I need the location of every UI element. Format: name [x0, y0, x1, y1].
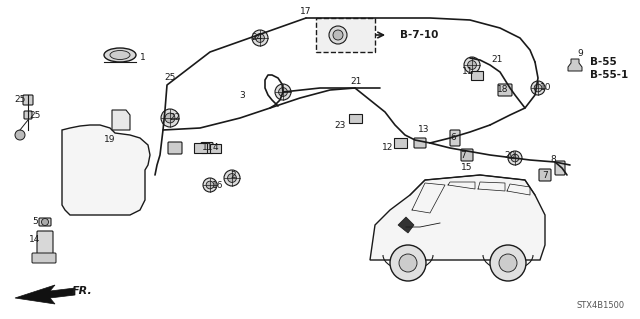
- Polygon shape: [370, 175, 545, 260]
- FancyBboxPatch shape: [461, 149, 473, 161]
- Text: 23: 23: [334, 121, 346, 130]
- Circle shape: [42, 219, 49, 226]
- Text: 25: 25: [29, 110, 41, 120]
- Circle shape: [508, 151, 522, 165]
- FancyBboxPatch shape: [37, 231, 53, 257]
- FancyBboxPatch shape: [39, 218, 51, 226]
- Text: 13: 13: [419, 125, 429, 135]
- Text: 21: 21: [350, 78, 362, 86]
- Text: 3: 3: [239, 91, 245, 100]
- Circle shape: [161, 109, 179, 127]
- FancyBboxPatch shape: [450, 130, 460, 146]
- Text: 7: 7: [542, 170, 548, 180]
- Circle shape: [464, 57, 480, 73]
- Circle shape: [490, 245, 526, 281]
- Text: 16: 16: [212, 181, 224, 189]
- FancyBboxPatch shape: [414, 138, 426, 148]
- FancyBboxPatch shape: [349, 114, 362, 122]
- Polygon shape: [398, 217, 414, 233]
- Circle shape: [165, 113, 175, 123]
- Text: STX4B1500: STX4B1500: [577, 301, 625, 310]
- Text: 2: 2: [230, 170, 236, 180]
- Text: 20: 20: [504, 151, 516, 160]
- Text: 6: 6: [450, 133, 456, 143]
- Circle shape: [252, 30, 268, 46]
- Circle shape: [390, 245, 426, 281]
- Circle shape: [399, 254, 417, 272]
- Text: B-55-1: B-55-1: [590, 70, 628, 80]
- Circle shape: [468, 61, 476, 70]
- Circle shape: [224, 170, 240, 186]
- Text: 11: 11: [202, 144, 214, 152]
- FancyBboxPatch shape: [23, 95, 33, 105]
- FancyBboxPatch shape: [168, 142, 182, 154]
- Text: 5: 5: [32, 218, 38, 226]
- Text: 1: 1: [140, 54, 146, 63]
- FancyBboxPatch shape: [32, 253, 56, 263]
- FancyBboxPatch shape: [539, 169, 551, 181]
- Circle shape: [511, 154, 519, 162]
- Circle shape: [206, 181, 214, 189]
- Text: 12: 12: [382, 144, 394, 152]
- FancyBboxPatch shape: [394, 138, 406, 148]
- FancyBboxPatch shape: [316, 18, 375, 52]
- FancyBboxPatch shape: [555, 161, 565, 175]
- Text: 8: 8: [550, 155, 556, 165]
- Text: FR.: FR.: [72, 286, 93, 296]
- Circle shape: [531, 81, 545, 95]
- Text: 15: 15: [461, 164, 473, 173]
- Text: B-7-10: B-7-10: [400, 30, 438, 40]
- FancyBboxPatch shape: [209, 144, 221, 152]
- Ellipse shape: [110, 50, 130, 60]
- Circle shape: [228, 174, 236, 182]
- Circle shape: [275, 84, 291, 100]
- FancyBboxPatch shape: [498, 84, 512, 96]
- Circle shape: [534, 84, 542, 92]
- Circle shape: [255, 33, 264, 42]
- FancyBboxPatch shape: [193, 143, 207, 153]
- Text: 17: 17: [300, 8, 312, 17]
- Text: 10: 10: [540, 84, 552, 93]
- Circle shape: [278, 88, 287, 96]
- FancyBboxPatch shape: [24, 111, 32, 119]
- Text: 4: 4: [212, 144, 218, 152]
- Text: 22: 22: [170, 114, 180, 122]
- Polygon shape: [568, 59, 582, 71]
- Text: 9: 9: [577, 48, 583, 57]
- Circle shape: [15, 130, 25, 140]
- Text: 24: 24: [252, 33, 262, 42]
- Polygon shape: [62, 125, 150, 215]
- FancyBboxPatch shape: [201, 143, 213, 153]
- Circle shape: [329, 26, 347, 44]
- Polygon shape: [15, 285, 75, 304]
- Text: 21: 21: [492, 56, 502, 64]
- Text: 19: 19: [104, 136, 116, 145]
- Circle shape: [203, 178, 217, 192]
- Text: 18: 18: [497, 85, 509, 94]
- Circle shape: [499, 254, 517, 272]
- Circle shape: [333, 30, 343, 40]
- Ellipse shape: [104, 48, 136, 62]
- Text: B-55: B-55: [590, 57, 617, 67]
- Text: 7: 7: [460, 151, 466, 160]
- Text: 25: 25: [164, 73, 176, 83]
- FancyBboxPatch shape: [471, 70, 483, 79]
- Text: 25: 25: [14, 95, 26, 105]
- Text: 11: 11: [462, 68, 474, 77]
- Polygon shape: [112, 110, 130, 130]
- Text: 14: 14: [29, 235, 41, 244]
